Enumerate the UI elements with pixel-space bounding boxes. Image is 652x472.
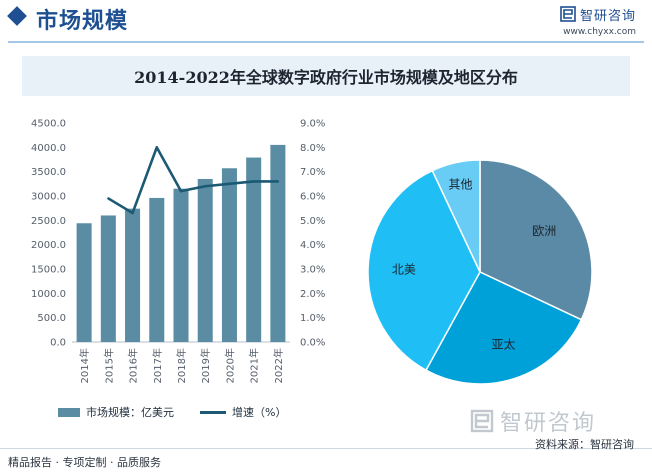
bar xyxy=(125,208,141,342)
x-tick-label: 2019年 xyxy=(199,348,212,383)
bar xyxy=(173,188,189,342)
chart-title: 2014-2022年全球数字政府行业市场规模及地区分布 xyxy=(134,68,518,87)
x-tick-label: 2021年 xyxy=(248,348,261,383)
growth-rate-point xyxy=(179,189,183,193)
bar xyxy=(221,168,237,342)
right-y-tick-label: 9.0% xyxy=(300,119,325,130)
left-y-tick-label: 2500.0 xyxy=(31,216,66,227)
legend-line-label: 增速（%） xyxy=(232,406,287,419)
left-y-tick-label: 3000.0 xyxy=(31,192,66,203)
bar xyxy=(270,144,286,342)
right-y-tick-label: 3.0% xyxy=(300,265,325,276)
growth-rate-line xyxy=(107,146,278,215)
x-tick-label: 2022年 xyxy=(272,348,285,383)
chart-legend: 市场规模：亿美元 增速（%） xyxy=(58,404,286,420)
brand-name: 智研咨询 xyxy=(579,8,636,24)
bar xyxy=(149,197,165,342)
zhiyan-logo-icon xyxy=(560,6,576,22)
left-y-tick-label: 0.0 xyxy=(50,338,66,349)
watermark: 智研咨询 xyxy=(470,408,597,436)
watermark-text: 智研咨询 xyxy=(500,411,597,436)
growth-rate-point xyxy=(155,146,158,149)
pie-slice-label: 其他 xyxy=(448,178,472,192)
pie-slice-label: 亚太 xyxy=(492,336,516,351)
bar xyxy=(100,215,116,342)
left-y-tick-label: 1500.0 xyxy=(31,265,66,276)
left-y-tick-label: 3500.0 xyxy=(31,167,66,178)
growth-rate-point xyxy=(107,197,110,200)
x-tick-label: 2016年 xyxy=(127,348,140,383)
x-tick-label: 2015年 xyxy=(102,348,115,383)
x-tick-label: 2020年 xyxy=(223,348,236,383)
growth-rate-point xyxy=(131,211,134,215)
footer-tagline: 精品报告 · 专项定制 · 品质服务 xyxy=(8,456,161,469)
watermark-logo-icon xyxy=(470,409,494,433)
x-tick-label: 2018年 xyxy=(175,348,188,383)
section-title: 市场规模 xyxy=(36,9,129,34)
left-y-tick-label: 2000.0 xyxy=(31,240,66,251)
growth-rate-point xyxy=(228,182,231,186)
right-y-tick-label: 7.0% xyxy=(300,167,325,178)
header-divider xyxy=(8,41,644,43)
footer-divider xyxy=(0,448,652,449)
legend-bar-swatch xyxy=(58,407,80,417)
left-y-tick-label: 4500.0 xyxy=(31,119,66,130)
growth-rate-point xyxy=(204,185,207,188)
bar xyxy=(246,157,262,342)
right-y-tick-label: 2.0% xyxy=(300,289,325,300)
header: 市场规模 智研咨询 www.chyxx.com xyxy=(0,0,652,40)
x-tick-label: 2014年 xyxy=(78,348,91,383)
growth-rate-point xyxy=(252,180,255,183)
right-y-tick-label: 4.0% xyxy=(300,240,325,251)
legend-line-swatch xyxy=(200,410,226,414)
chart-title-banner: 2014-2022年全球数字政府行业市场规模及地区分布 xyxy=(22,56,630,96)
brand: 智研咨询 xyxy=(560,6,636,24)
footer-source: 资料来源：智研咨询 xyxy=(535,438,634,451)
left-y-tick-label: 1000.0 xyxy=(31,289,66,300)
pie-slice xyxy=(479,159,593,321)
bar xyxy=(76,223,92,342)
growth-rate-point xyxy=(276,180,280,183)
right-y-tick-label: 8.0% xyxy=(300,143,325,154)
right-y-tick-label: 5.0% xyxy=(300,216,325,227)
right-y-tick-label: 6.0% xyxy=(300,192,325,203)
bar xyxy=(197,178,213,342)
pie-slice xyxy=(431,159,481,273)
left-y-tick-label: 4000.0 xyxy=(31,143,66,154)
pie-slice-label: 欧洲 xyxy=(532,224,556,238)
site-url: www.chyxx.com xyxy=(563,27,636,37)
pie-slice xyxy=(367,169,481,372)
legend-bar-label: 市场规模：亿美元 xyxy=(86,406,174,419)
pie-slice-label: 北美 xyxy=(392,263,416,277)
x-tick-label: 2017年 xyxy=(151,348,164,383)
right-y-tick-label: 1.0% xyxy=(300,313,325,324)
right-y-tick-label: 0.0% xyxy=(300,338,325,349)
left-y-tick-label: 500.0 xyxy=(37,313,66,324)
